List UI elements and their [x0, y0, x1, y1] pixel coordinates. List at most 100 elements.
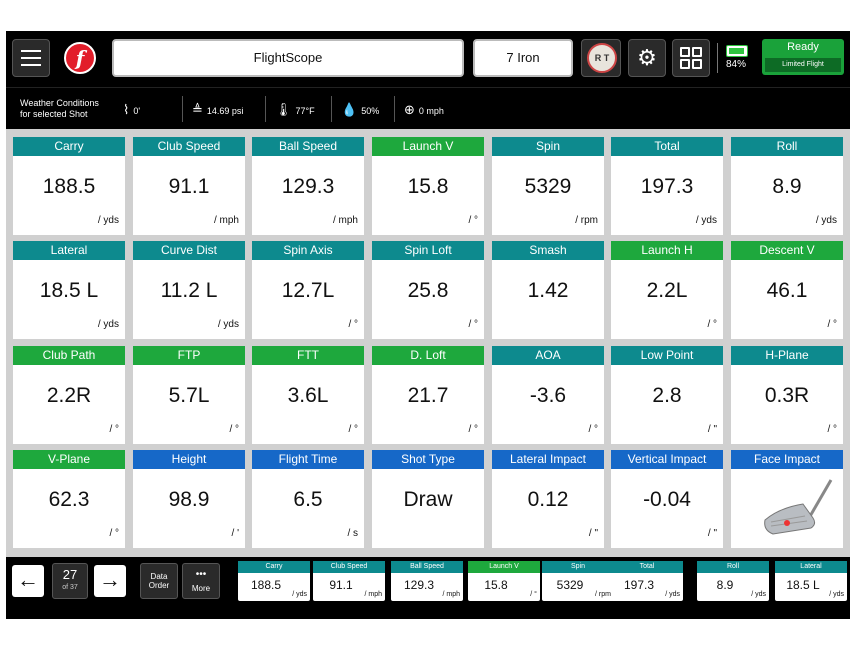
divider [331, 96, 332, 122]
metric-value: 8.9 [772, 175, 802, 198]
settings-button[interactable]: ⚙ [628, 39, 666, 77]
metric-value: 129.3 [281, 175, 335, 198]
rt-button[interactable]: R T [581, 39, 621, 77]
gear-icon: ⚙ [637, 45, 657, 70]
metric-card[interactable]: AOA -3.6 / ° [492, 346, 604, 444]
metric-card[interactable]: FTT 3.6L / ° [252, 346, 364, 444]
thermometer-icon: 🌡 [275, 102, 292, 117]
layout-grid-button[interactable] [672, 39, 710, 77]
metric-label: Height [133, 450, 245, 469]
metric-card[interactable]: Descent V 46.1 / ° [731, 241, 843, 339]
metric-unit: / ' [231, 528, 239, 539]
mini-metric-value: 188.5 [250, 578, 282, 592]
metric-card[interactable]: FTP 5.7L / ° [133, 346, 245, 444]
metric-card[interactable]: Lateral 18.5 L / yds [13, 241, 125, 339]
metric-unit: / mph [213, 215, 239, 226]
metric-value: -3.6 [529, 384, 567, 407]
top-bar: f FlightScope 7 Iron R T ⚙ 84% Ready Lim… [6, 31, 850, 87]
metric-card[interactable]: Height 98.9 / ' [133, 450, 245, 548]
mini-metric[interactable]: Launch V 15.8 / ° [468, 561, 540, 601]
grid-icon [692, 59, 702, 69]
wind-value: 0 mph [418, 106, 444, 116]
mini-metric-value: 129.3 [403, 578, 435, 592]
metric-label: Descent V [731, 241, 843, 260]
metric-value: 2.2L [646, 279, 688, 302]
metric-label: FTT [252, 346, 364, 365]
metric-card[interactable]: D. Loft 21.7 / ° [372, 346, 484, 444]
metric-value: 18.5 L [39, 279, 99, 302]
metric-unit: / s [347, 528, 358, 539]
more-label: More [191, 584, 211, 593]
mini-metric-label: Lateral [775, 561, 847, 573]
mini-metric-label: Spin [542, 561, 614, 573]
more-button[interactable]: ••• More [182, 563, 220, 599]
metric-card[interactable]: Spin Loft 25.8 / ° [372, 241, 484, 339]
metric-card[interactable]: Carry 188.5 / yds [13, 137, 125, 235]
mini-metric-label: Ball Speed [391, 561, 463, 573]
mini-metric-unit: / yds [829, 591, 844, 598]
metric-card[interactable]: Spin Axis 12.7L / ° [252, 241, 364, 339]
data-order-button[interactable]: Data Order [140, 563, 178, 599]
metric-card[interactable]: Total 197.3 / yds [611, 137, 723, 235]
metric-unit: / yds [217, 319, 239, 330]
metric-card[interactable]: Curve Dist 11.2 L / yds [133, 241, 245, 339]
menu-button[interactable] [12, 39, 50, 77]
mini-metric[interactable]: Club Speed 91.1 / mph [313, 561, 385, 601]
metric-card[interactable]: Flight Time 6.5 / s [252, 450, 364, 548]
metric-unit: / mph [332, 215, 358, 226]
metric-unit: / ° [348, 424, 358, 435]
metric-value: 6.5 [293, 488, 323, 511]
metric-value: 25.8 [407, 279, 449, 302]
metric-card[interactable]: Roll 8.9 / yds [731, 137, 843, 235]
weather-label: Weather Conditions for selected Shot [20, 98, 99, 120]
metric-card[interactable]: Launch V 15.8 / ° [372, 137, 484, 235]
metric-label: Face Impact [731, 450, 843, 469]
metric-unit: / yds [815, 215, 837, 226]
mini-metric[interactable]: Spin 5329 / rpm [542, 561, 614, 601]
mini-metric-label: Roll [697, 561, 769, 573]
metric-value: 91.1 [168, 175, 210, 198]
metric-card[interactable]: V-Plane 62.3 / ° [13, 450, 125, 548]
grid-icon [692, 47, 702, 57]
mini-metric[interactable]: Roll 8.9 / yds [697, 561, 769, 601]
metric-card[interactable]: Low Point 2.8 / " [611, 346, 723, 444]
status-badge[interactable]: Ready Limited Flight [762, 39, 844, 75]
mini-metric[interactable]: Ball Speed 129.3 / mph [391, 561, 463, 601]
metric-card[interactable]: Ball Speed 129.3 / mph [252, 137, 364, 235]
prev-shot-button[interactable]: ← [12, 565, 44, 597]
mini-metric-unit: / mph [442, 591, 460, 598]
shot-counter[interactable]: 27 of 37 [52, 563, 88, 599]
metric-card[interactable]: Lateral Impact 0.12 / " [492, 450, 604, 548]
mini-metric[interactable]: Carry 188.5 / yds [238, 561, 310, 601]
metric-card[interactable]: Launch H 2.2L / ° [611, 241, 723, 339]
metric-card[interactable]: Shot Type Draw [372, 450, 484, 548]
metric-card[interactable]: Smash 1.42 [492, 241, 604, 339]
menu-icon-line [21, 50, 41, 52]
metric-card[interactable]: Club Path 2.2R / ° [13, 346, 125, 444]
metric-card[interactable]: Spin 5329 / rpm [492, 137, 604, 235]
metric-value: 2.2R [46, 384, 92, 407]
metric-card[interactable]: Face Impact [731, 450, 843, 548]
arrow-right-icon: → [99, 567, 121, 592]
metric-card[interactable]: H-Plane 0.3R / ° [731, 346, 843, 444]
metric-card[interactable]: Vertical Impact -0.04 / " [611, 450, 723, 548]
metric-unit: / rpm [575, 215, 598, 226]
metric-label: V-Plane [13, 450, 125, 469]
metric-label: Launch V [372, 137, 484, 156]
metric-unit: / " [588, 528, 598, 539]
humidity-value: 50% [361, 106, 380, 116]
mini-metric[interactable]: Total 197.3 / yds [611, 561, 683, 601]
session-title[interactable]: FlightScope [112, 39, 464, 77]
mini-metric-label: Club Speed [313, 561, 385, 573]
rt-icon: R T [587, 43, 617, 73]
weather-temperature: 🌡 77°F [275, 102, 315, 118]
mini-metric[interactable]: Lateral 18.5 L / yds [775, 561, 847, 601]
metric-label: Lateral [13, 241, 125, 260]
club-selector[interactable]: 7 Iron [473, 39, 573, 77]
metric-value: 15.8 [407, 175, 449, 198]
next-shot-button[interactable]: → [94, 565, 126, 597]
metric-value: 0.12 [527, 488, 569, 511]
battery-fill [729, 48, 745, 54]
page-current: 27 [62, 567, 78, 582]
metric-card[interactable]: Club Speed 91.1 / mph [133, 137, 245, 235]
